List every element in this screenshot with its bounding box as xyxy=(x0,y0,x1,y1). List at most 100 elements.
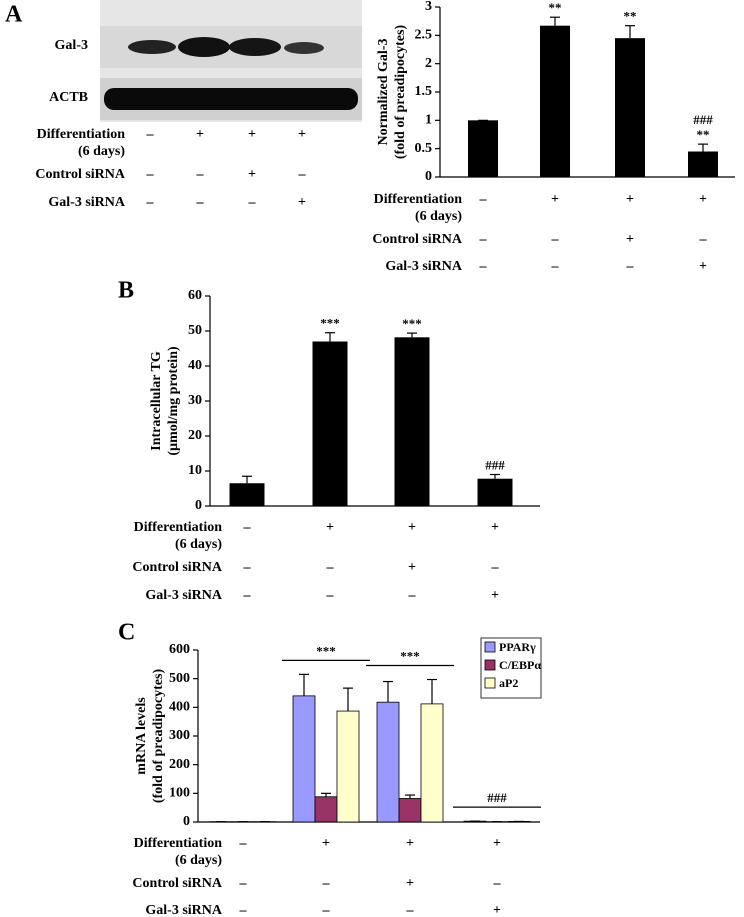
y-tick-label: 300 xyxy=(169,728,190,743)
condition-sign: + xyxy=(406,836,414,851)
y-tick-label: 500 xyxy=(169,671,190,686)
bar xyxy=(394,337,430,506)
condition-sign: – xyxy=(551,232,560,247)
y-tick-label: 50 xyxy=(188,323,202,338)
y-tick-label: 0 xyxy=(195,498,202,513)
condition-sign: + xyxy=(248,167,256,182)
condition-sign: – xyxy=(146,127,155,142)
condition-label: (6 days) xyxy=(175,537,222,552)
bar xyxy=(398,798,422,823)
annotation: *** xyxy=(400,649,420,664)
y-tick-label: 60 xyxy=(188,288,202,303)
bar xyxy=(376,701,400,823)
annotation: ### xyxy=(485,457,505,472)
condition-sign: – xyxy=(493,876,502,891)
condition-sign: + xyxy=(626,232,634,247)
annotation: ### xyxy=(487,790,507,805)
blot-bands xyxy=(100,26,362,120)
y-tick-label: 20 xyxy=(188,428,202,443)
bar xyxy=(229,483,265,506)
y-tick-label: 2.5 xyxy=(415,28,433,43)
y-tick-label: 100 xyxy=(169,786,190,801)
y-tick-label: 0.5 xyxy=(415,141,433,156)
condition-sign: – xyxy=(699,232,708,247)
condition-sign: – xyxy=(243,560,252,575)
y-tick-label: 200 xyxy=(169,757,190,772)
legend-swatch xyxy=(484,659,496,671)
condition-sign: + xyxy=(493,836,501,851)
condition-sign: + xyxy=(551,192,559,207)
bar xyxy=(468,120,498,177)
condition-label: Differentiation xyxy=(374,192,463,207)
condition-label: Gal-3 siRNA xyxy=(145,903,223,917)
y-axis-label-line: (fold of preadipocytes) xyxy=(151,669,166,804)
y-axis-label-line: Intracellular TG xyxy=(149,351,164,451)
condition-sign: – xyxy=(408,588,417,603)
condition-sign: – xyxy=(243,588,252,603)
condition-sign: – xyxy=(248,195,257,210)
y-tick-label: 0 xyxy=(183,814,190,829)
bar xyxy=(292,695,316,823)
y-axis-label: mRNA levels (fold of preadipocytes) xyxy=(134,669,166,804)
condition-label: (6 days) xyxy=(415,209,462,224)
condition-label: Gal-3 siRNA xyxy=(48,195,126,210)
y-axis-label: Intracellular TG (µmol/mg protein) xyxy=(149,346,181,456)
y-tick-label: 2 xyxy=(425,56,432,71)
bar xyxy=(336,710,360,823)
condition-sign: + xyxy=(493,903,501,917)
condition-sign: + xyxy=(408,520,416,535)
condition-sign: – xyxy=(551,259,560,274)
annotation: *** xyxy=(402,316,422,331)
condition-sign: + xyxy=(196,127,204,142)
condition-label: Differentiation xyxy=(37,127,126,142)
condition-sign: + xyxy=(408,560,416,575)
condition-sign: + xyxy=(406,876,414,891)
condition-label: Differentiation xyxy=(134,836,223,851)
condition-sign: – xyxy=(196,167,205,182)
condition-label: Control siRNA xyxy=(132,876,222,891)
condition-sign: – xyxy=(298,167,307,182)
y-tick-label: 30 xyxy=(188,393,202,408)
condition-label: Control siRNA xyxy=(35,167,125,182)
condition-label: Gal-3 siRNA xyxy=(145,588,223,603)
annotation: *** xyxy=(316,643,336,658)
condition-label: Differentiation xyxy=(134,520,223,535)
y-axis-label-line: Normalized Gal-3 xyxy=(376,39,391,146)
condition-sign: + xyxy=(322,836,330,851)
bar xyxy=(314,796,338,823)
y-tick-label: 0 xyxy=(425,169,432,184)
condition-label: Control siRNA xyxy=(132,560,222,575)
y-tick-label: 10 xyxy=(188,463,202,478)
panel-letter: C xyxy=(118,620,135,646)
condition-sign: + xyxy=(248,127,256,142)
condition-sign: – xyxy=(146,167,155,182)
condition-label: Gal-3 siRNA xyxy=(385,259,463,274)
y-tick-label: 400 xyxy=(169,700,190,715)
legend-swatch xyxy=(484,641,496,653)
bar xyxy=(312,341,348,506)
y-axis-label: Normalized Gal-3 (fold of preadipocytes) xyxy=(376,25,408,160)
condition-label: (6 days) xyxy=(78,144,125,159)
condition-sign: – xyxy=(479,192,488,207)
condition-sign: – xyxy=(326,588,335,603)
bar xyxy=(540,25,570,178)
y-tick-label: 3 xyxy=(425,0,432,14)
condition-sign: + xyxy=(298,195,306,210)
condition-sign: + xyxy=(626,192,634,207)
bar xyxy=(420,703,444,823)
annotation: ** xyxy=(624,9,637,24)
condition-sign: + xyxy=(298,127,306,142)
condition-sign: – xyxy=(491,560,500,575)
condition-sign: – xyxy=(626,259,635,274)
condition-sign: – xyxy=(146,195,155,210)
y-tick-label: 1.5 xyxy=(415,84,433,99)
annotation: ** xyxy=(697,127,710,142)
y-axis-label-line: mRNA levels xyxy=(134,697,149,775)
bar xyxy=(688,151,718,177)
condition-sign: + xyxy=(491,520,499,535)
annotation: *** xyxy=(320,316,340,331)
condition-sign: – xyxy=(239,836,248,851)
bar xyxy=(477,478,513,506)
condition-sign: – xyxy=(239,903,248,917)
y-tick-label: 1 xyxy=(425,113,432,128)
